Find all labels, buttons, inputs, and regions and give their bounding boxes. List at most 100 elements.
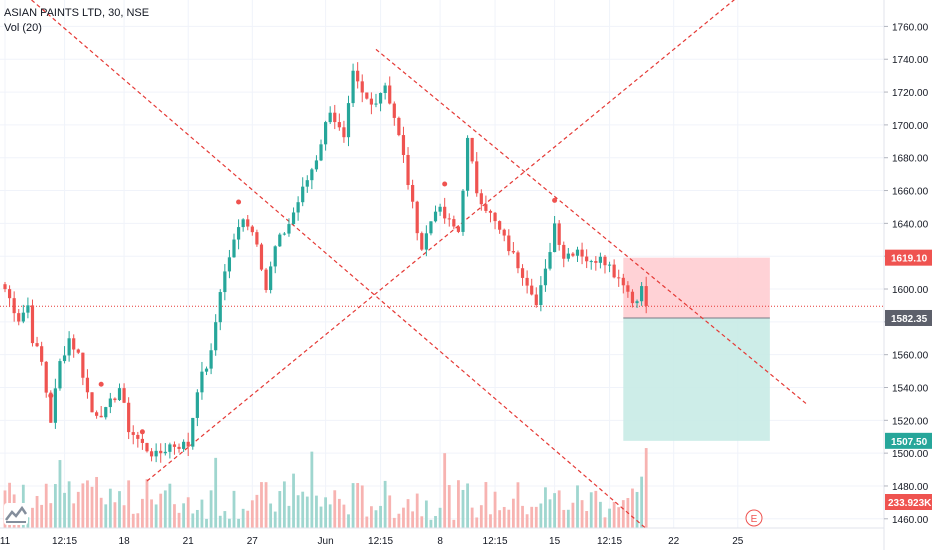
trendline[interactable] xyxy=(375,48,807,405)
candle-body xyxy=(223,271,227,293)
candle-body xyxy=(95,412,99,416)
volume-bar xyxy=(35,495,39,528)
volume-bar xyxy=(186,497,190,528)
candle-body xyxy=(122,388,126,403)
candle-body xyxy=(580,249,584,257)
volume-bar xyxy=(397,513,401,528)
volume-bar xyxy=(324,497,327,528)
volume-bar xyxy=(173,504,176,528)
candle-body xyxy=(475,161,479,194)
short-position-box[interactable] xyxy=(623,257,770,441)
candle xyxy=(149,448,154,462)
volume-bar xyxy=(296,495,300,528)
candle xyxy=(415,200,419,241)
volume-bar xyxy=(521,505,524,528)
candle-body xyxy=(17,313,21,322)
earnings-event-icon[interactable]: E xyxy=(745,509,763,527)
price-label[interactable]: 1619.10 xyxy=(885,249,932,266)
candle-body xyxy=(214,322,218,351)
tradingview-logo-icon[interactable] xyxy=(4,503,28,525)
candle-body xyxy=(644,286,648,306)
candle xyxy=(191,417,195,450)
volume-bar xyxy=(131,513,135,528)
candle xyxy=(365,92,369,100)
time-tick-label: Jun xyxy=(318,536,334,547)
volume-bar xyxy=(237,518,240,528)
volume-bar xyxy=(447,485,451,528)
candle-body xyxy=(53,388,57,423)
volume-bar xyxy=(351,483,355,528)
volume-bar xyxy=(493,491,497,528)
time-tick-label: 12:15 xyxy=(368,536,393,547)
time-axis[interactable]: 11 12:15 18 21 27 Jun 12:15 8 12:15 15 12:15 22 25 xyxy=(0,527,884,547)
time-tick: Jun xyxy=(318,536,334,547)
candle xyxy=(62,346,67,364)
time-tick: 12:15 xyxy=(52,536,77,547)
volume-bar xyxy=(438,507,442,528)
candle-body xyxy=(356,70,360,82)
candle xyxy=(498,220,502,234)
volume-bar xyxy=(498,510,502,528)
candle xyxy=(401,126,406,163)
candle-body xyxy=(163,451,167,454)
time-tick-label: 15 xyxy=(549,536,561,547)
time-tick: 15 xyxy=(549,536,561,547)
volume-bar xyxy=(544,487,547,528)
trendlines[interactable] xyxy=(5,0,807,530)
volume-bar xyxy=(328,504,332,528)
volume-bar xyxy=(228,518,231,528)
candle xyxy=(250,225,254,236)
volume-bar xyxy=(53,484,57,528)
volume-bar xyxy=(127,480,131,528)
volume-indicator-label: Vol (20) xyxy=(4,22,42,34)
candle xyxy=(539,276,543,312)
price-axis[interactable]: 1460.00 1480.00 1500.00 1520.00 1540.00 1560.… xyxy=(883,0,932,550)
candle xyxy=(452,215,456,230)
price-label[interactable]: 1507.50 xyxy=(885,432,932,449)
candle-body xyxy=(612,264,616,278)
price-label-text: 1507.50 xyxy=(891,437,928,448)
candle xyxy=(621,273,625,294)
price-tick-label: 1700.00 xyxy=(892,121,929,132)
candle xyxy=(214,314,218,356)
candle xyxy=(168,442,172,459)
candle-body xyxy=(99,415,103,418)
volume-bar xyxy=(566,509,570,528)
candle-body xyxy=(159,450,163,454)
candle xyxy=(566,247,570,262)
candle xyxy=(378,92,383,112)
signal-marker-bottom xyxy=(98,381,104,387)
candle xyxy=(553,216,557,253)
candle-body xyxy=(282,233,286,235)
candle xyxy=(67,331,71,362)
candle xyxy=(76,348,80,355)
volume-bar xyxy=(232,490,236,528)
candle xyxy=(438,203,442,216)
candle-body xyxy=(136,434,140,439)
candle-body xyxy=(411,185,415,202)
candle-body xyxy=(30,305,35,344)
target-zone[interactable] xyxy=(623,317,770,441)
candle xyxy=(525,270,529,294)
candle-body xyxy=(530,285,534,295)
candle-body xyxy=(278,234,282,247)
candle xyxy=(140,432,144,450)
volume-bar xyxy=(118,491,121,528)
price-tick-label: 1660.00 xyxy=(892,187,929,198)
candle xyxy=(475,152,479,197)
candle-body xyxy=(388,85,392,104)
price-tick-label: 1680.00 xyxy=(892,154,929,165)
candle xyxy=(598,252,602,269)
time-tick: 8 xyxy=(437,536,443,547)
trendline[interactable] xyxy=(5,0,647,530)
price-tick: 1740.00 xyxy=(884,55,929,66)
volume-label[interactable]: 233.923K xyxy=(885,494,932,510)
candle xyxy=(90,392,94,413)
candle xyxy=(259,242,264,272)
candle-body xyxy=(35,343,39,347)
price-label[interactable]: 1582.35 xyxy=(885,309,932,326)
volume-bar xyxy=(635,491,639,528)
trendline[interactable] xyxy=(146,0,738,482)
volume-bar xyxy=(163,490,167,528)
